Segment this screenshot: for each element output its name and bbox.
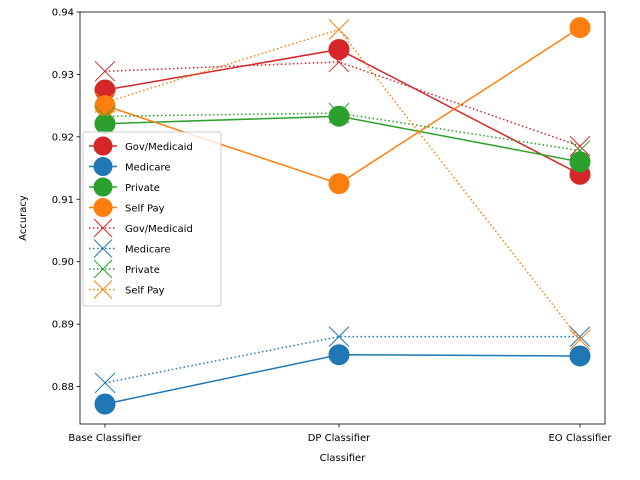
legend-marker — [93, 218, 113, 238]
series-line — [104, 112, 581, 152]
y-tick-label: 0.88 — [52, 382, 74, 393]
data-point — [328, 344, 350, 366]
x-marker-stroke — [93, 280, 113, 299]
legend-label: Self Pay — [125, 204, 165, 215]
legend-entry: Private — [89, 259, 160, 279]
data-point — [328, 173, 350, 195]
series-dotted-7 — [94, 19, 591, 351]
data-point — [328, 19, 350, 40]
series-solid-0 — [94, 38, 591, 185]
x-axis: Base Classifier DP Classifier EO Classifie… — [68, 424, 612, 444]
y-axis: 0.88 0.89 0.90 0.91 0.92 0.93 0.94 — [52, 8, 80, 393]
legend-entry: Medicare — [89, 157, 171, 176]
x-marker-stroke — [328, 326, 350, 347]
x-tick-label: Base Classifier — [68, 433, 142, 444]
x-marker-stroke — [94, 60, 116, 82]
legend-marker — [93, 177, 113, 197]
data-point — [94, 92, 116, 113]
data-point — [569, 151, 591, 173]
x-marker-stroke — [569, 329, 591, 351]
series-dotted-4 — [94, 51, 591, 157]
plot-frame — [79, 11, 606, 425]
x-marker-stroke — [328, 51, 350, 73]
x-tick-label: DP Classifier — [308, 433, 371, 444]
x-axis-label: Classifier — [320, 453, 367, 464]
legend-marker — [93, 280, 113, 299]
data-point — [569, 345, 591, 367]
x-marker-stroke — [328, 19, 350, 40]
legend-box — [82, 131, 222, 307]
data-point — [328, 102, 350, 124]
y-axis-label: Accuracy — [18, 195, 29, 241]
y-tick-label: 0.90 — [52, 257, 74, 268]
legend-marker — [93, 198, 113, 217]
legend-entry: Private — [89, 177, 160, 197]
y-tick-label: 0.92 — [52, 132, 74, 143]
legend-marker — [93, 157, 113, 176]
data-point — [94, 60, 116, 82]
data-point — [94, 372, 116, 394]
legend-entry: Self Pay — [89, 198, 165, 217]
legend-label: Self Pay — [125, 286, 165, 297]
data-point — [569, 326, 591, 347]
legend-label: Gov/Medicaid — [125, 142, 193, 153]
y-tick-label: 0.94 — [52, 8, 74, 19]
data-point — [328, 326, 350, 347]
legend-entry: Medicare — [89, 239, 171, 258]
legend-entry: Gov/Medicaid — [89, 218, 193, 238]
data-point — [94, 393, 116, 415]
x-tick-label: EO Classifier — [548, 433, 612, 444]
data-point — [328, 38, 350, 60]
data-point — [94, 95, 116, 117]
data-point — [328, 51, 350, 73]
data-point — [569, 135, 591, 157]
x-marker-stroke — [328, 102, 350, 124]
series-layer — [94, 17, 591, 415]
legend-entry: Self Pay — [89, 280, 165, 299]
data-point — [569, 329, 591, 351]
series-solid-1 — [94, 344, 591, 415]
legend-label: Private — [125, 183, 160, 194]
x-marker-stroke — [569, 135, 591, 157]
y-tick-label: 0.93 — [52, 70, 74, 81]
legend-marker — [93, 259, 113, 279]
x-marker-stroke — [93, 259, 113, 279]
legend-label: Gov/Medicaid — [125, 224, 193, 235]
y-tick-label: 0.89 — [52, 320, 74, 331]
x-marker-stroke — [569, 326, 591, 347]
data-point — [569, 140, 591, 161]
x-marker-stroke — [93, 239, 113, 258]
x-marker-stroke — [94, 372, 116, 394]
legend-label: Private — [125, 265, 160, 276]
legend-label: Medicare — [125, 245, 171, 256]
legend-label: Medicare — [125, 163, 171, 174]
legend-marker — [93, 239, 113, 258]
series-solid-2 — [94, 105, 591, 173]
series-line — [104, 61, 581, 147]
legend: Gov/Medicaid Medicare Private Self Pay Gov/M… — [82, 131, 222, 307]
legend-entry: Gov/Medicaid — [89, 136, 193, 156]
x-marker-stroke — [93, 218, 113, 238]
data-point — [328, 105, 350, 127]
x-marker-stroke — [94, 92, 116, 113]
y-tick-label: 0.91 — [52, 195, 74, 206]
series-dotted-5 — [94, 326, 591, 394]
x-marker-stroke — [569, 140, 591, 161]
legend-marker — [93, 136, 113, 156]
data-point — [569, 17, 591, 39]
